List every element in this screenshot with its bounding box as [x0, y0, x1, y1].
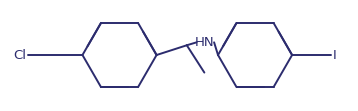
- Text: I: I: [333, 49, 337, 61]
- Text: HN: HN: [194, 36, 214, 49]
- Text: Cl: Cl: [13, 49, 26, 61]
